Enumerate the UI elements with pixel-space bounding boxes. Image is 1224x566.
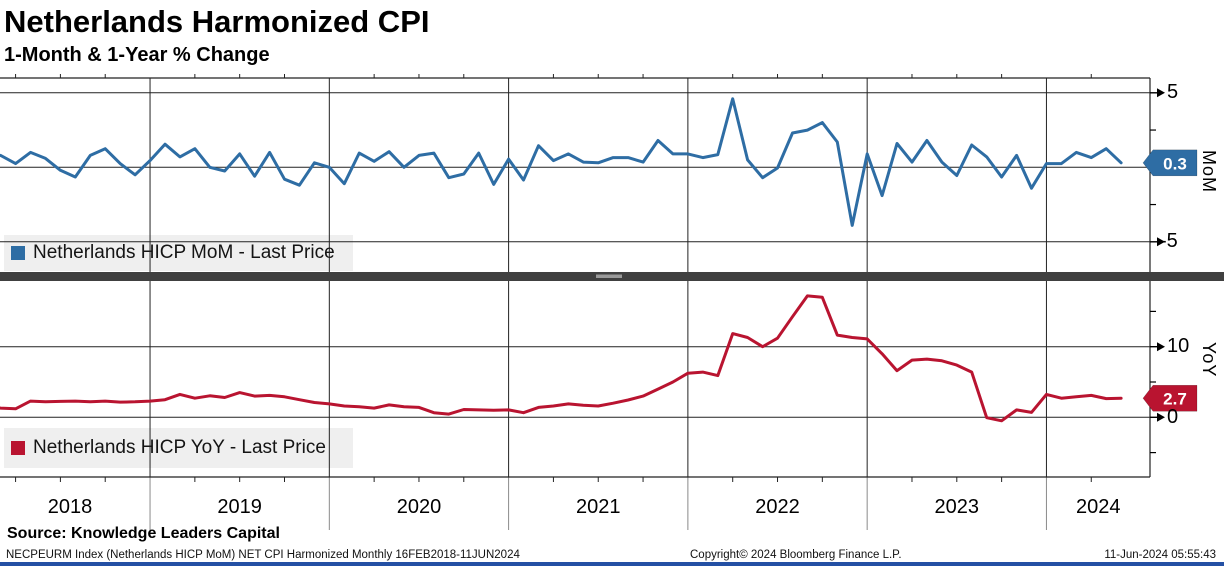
mom-series-line (0, 97, 1123, 227)
yoy-axis-tick-0: 0 (1167, 406, 1179, 428)
year-label-2023: 2023 (934, 496, 980, 518)
tick-arrow-icon (1157, 342, 1165, 352)
yoy-legend-swatch-icon (11, 441, 25, 455)
chart-subtitle: 1-Month & 1-Year % Change (4, 44, 270, 66)
tick-arrow-icon (1157, 88, 1165, 98)
year-label-2024: 2024 (1075, 496, 1121, 518)
mom-legend-swatch-icon (11, 246, 25, 260)
legend-hicp-mom[interactable]: Netherlands HICP MoM - Last Price (4, 235, 353, 271)
yoy-axis-name: YoY (1199, 342, 1219, 378)
year-label-2019: 2019 (217, 496, 262, 518)
legend-mom-label: Netherlands HICP MoM - Last Price (33, 242, 335, 263)
terminal-bottom-bar (0, 562, 1224, 566)
source-credit: Source: Knowledge Leaders Capital (7, 525, 280, 542)
yoy-axis-tick-10: 10 (1167, 335, 1190, 357)
mom-axis-name: MoM (1199, 150, 1219, 193)
mom-axis-tick-5: 5 (1167, 81, 1179, 103)
tick-arrow-icon (1157, 237, 1165, 247)
year-label-2021: 2021 (575, 496, 621, 518)
last-price-value: 0.3 (1163, 154, 1187, 173)
security-description: NECPEURM Index (Netherlands HICP MoM) NE… (6, 549, 520, 561)
mom-axis-tick-neg5: -5 (1160, 230, 1178, 252)
yoy-series-line (0, 294, 1123, 423)
legend-hicp-yoy[interactable]: Netherlands HICP YoY - Last Price (4, 428, 353, 468)
year-label-2018: 2018 (47, 496, 93, 518)
year-label-2020: 2020 (396, 496, 442, 518)
last-price-value: 2.7 (1163, 390, 1187, 409)
year-label-2022: 2022 (755, 496, 800, 518)
tick-arrow-icon (1157, 412, 1165, 422)
page-title: Netherlands Harmonized CPI (4, 4, 430, 39)
yoy-last-price-badge[interactable]: 2.7 (1142, 384, 1198, 412)
copyright-notice: Copyright© 2024 Bloomberg Finance L.P. (690, 549, 902, 561)
separator-grip-icon[interactable] (596, 274, 622, 279)
mom-last-price-badge[interactable]: 0.3 (1142, 149, 1198, 177)
chart-timestamp: 11-Jun-2024 05:55:43 (1104, 549, 1216, 561)
legend-yoy-label: Netherlands HICP YoY - Last Price (33, 437, 326, 458)
